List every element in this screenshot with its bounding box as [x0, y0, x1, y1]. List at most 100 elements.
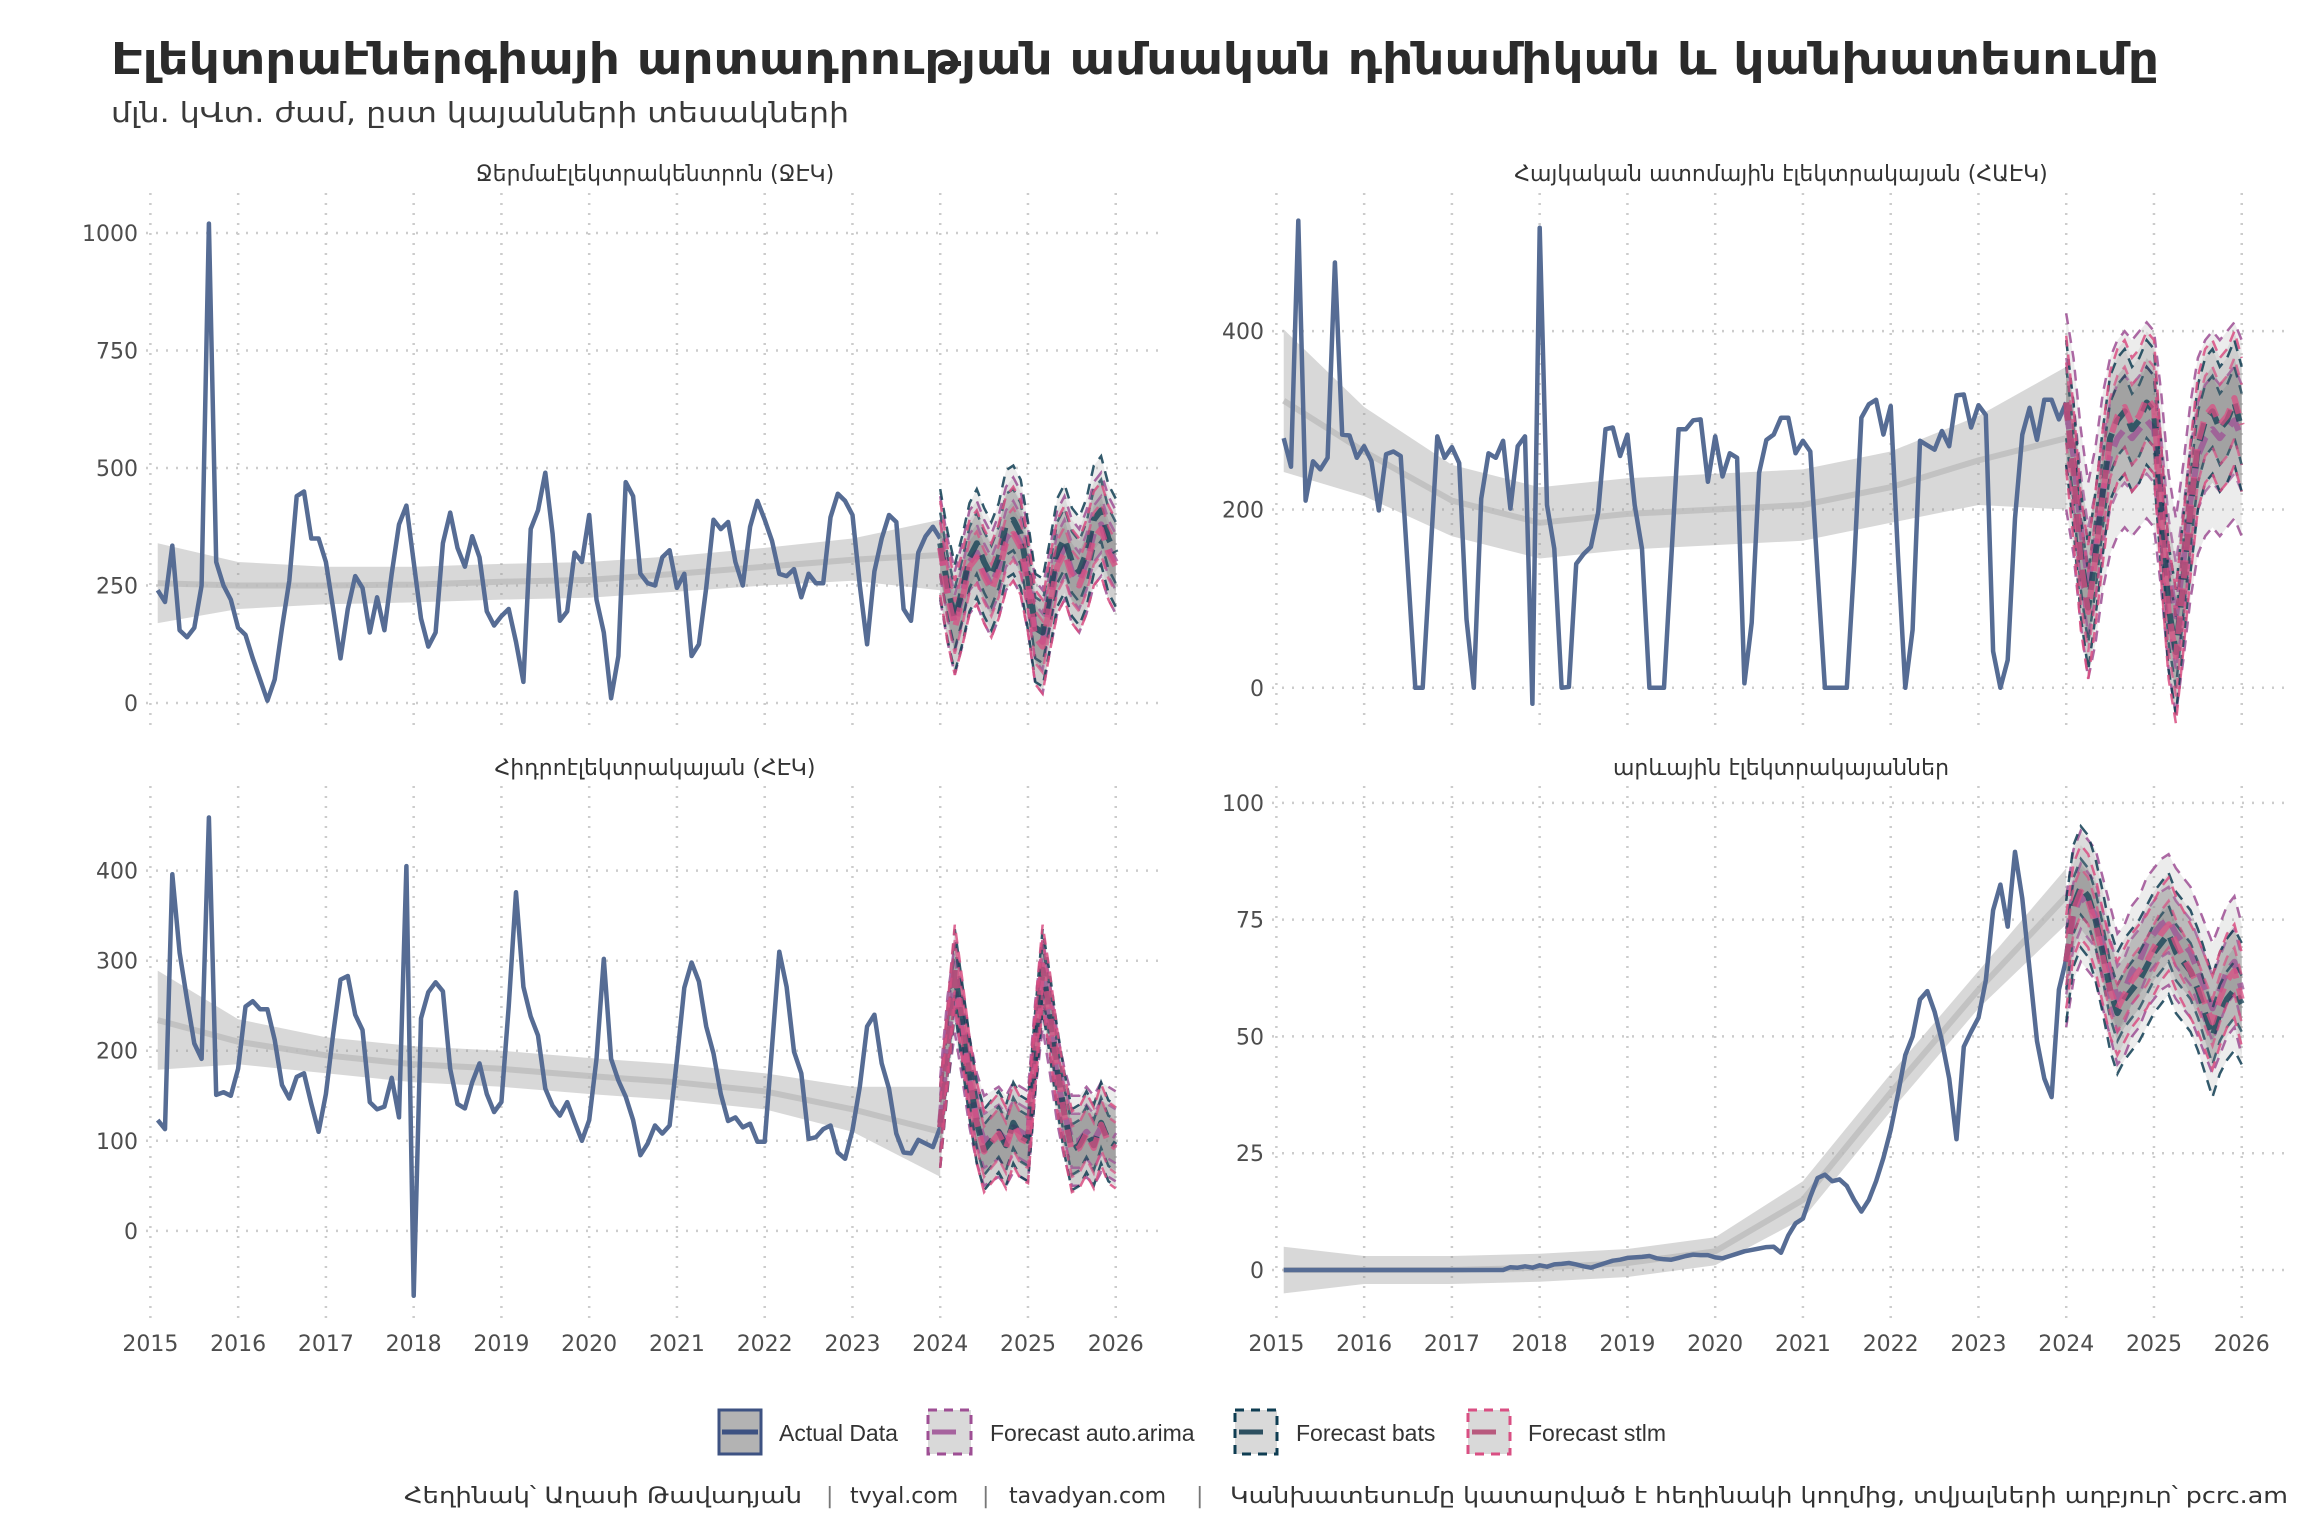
forecast-bats-bound-line — [2064, 362, 2243, 617]
forecast-bats-mean-line — [937, 507, 1119, 636]
forecast-stlm-bound-line — [938, 552, 1117, 676]
trend-confidence-band — [1283, 868, 2067, 1294]
legend-item-auto-arima: Forecast auto.arima — [926, 1408, 1195, 1456]
panel-hpp: 0 100 200 300 400 2015 2016 2017 2018 2019 2020 202… — [96, 786, 1164, 1357]
x-tick-label: 2022 — [737, 1332, 793, 1357]
forecast-stlm-bound-line — [2064, 327, 2243, 590]
forecast-bats-bound-line — [2064, 461, 2243, 715]
caption-site-tvyal: tvyal.com — [850, 1484, 958, 1509]
legend-item-actual: Actual Data — [717, 1408, 898, 1456]
x-tick-label: 2016 — [210, 1332, 266, 1357]
y-tick-label: 500 — [96, 457, 138, 482]
panel-npp: 0 200 400 — [1222, 193, 2290, 727]
forecast-bats-mean-line — [937, 966, 1118, 1153]
caption-separator: | — [826, 1484, 833, 1509]
x-tick-label: 2026 — [1088, 1332, 1144, 1357]
legend: Actual Data Forecast auto.arima Forecast… — [717, 1408, 1666, 1456]
caption-separator: | — [1196, 1484, 1203, 1509]
x-tick-label: 2025 — [1000, 1332, 1056, 1357]
forecast-stlm-bound-line — [938, 990, 1117, 1180]
facet-title-npp: Հայկական ատոմային էլեկտրակայան (ՀԱԷԿ) — [1514, 162, 2048, 187]
forecast-auto-arima-bound-line — [2064, 959, 2243, 1078]
trend-line — [157, 552, 941, 589]
forecast-auto-arima-bound-line — [938, 1028, 1117, 1189]
legend-label-stlm: Forecast stlm — [1528, 1420, 1666, 1446]
x-tick-label: 2026 — [2214, 1332, 2270, 1357]
forecast-bats-bound-line — [938, 453, 1117, 581]
forecast-stlm-mean-line — [937, 526, 1119, 650]
facet-title-tpp: Ջերմաէլեկտրակենտրոն (ՋԷԿ) — [476, 162, 834, 187]
trend-line — [1282, 398, 2067, 526]
y-tick-label: 75 — [1236, 909, 1264, 934]
x-tick-label: 2022 — [1863, 1332, 1919, 1357]
y-tick-label: 1000 — [82, 222, 138, 247]
forecast-bats-bound-line — [2064, 336, 2243, 590]
forecast-auto-arima-bound-line — [2064, 926, 2243, 1045]
facet-title-solar: արևային էլեկտրակայաններ — [1613, 756, 1949, 781]
forecast-bats-bound-line — [938, 538, 1117, 666]
actual-data-line — [1283, 849, 2069, 1273]
x-tick-label: 2019 — [473, 1332, 529, 1357]
forecast-stlm-bound-line — [2064, 842, 2243, 980]
x-tick-label: 2025 — [2126, 1332, 2182, 1357]
forecast-stlm-bound-line — [2064, 434, 2243, 697]
y-tick-label: 200 — [1222, 498, 1264, 523]
panel-solar: 0 25 50 75 100 2015 2016 2017 2018 2019 2020 2021 20… — [1222, 786, 2290, 1357]
legend-item-bats: Forecast bats — [1233, 1408, 1435, 1456]
caption-note: Կանխատեսումը կատարված է հեղինակի կողմից,… — [1230, 1484, 2288, 1509]
x-tick-label: 2021 — [649, 1332, 705, 1357]
forecast-stlm-bound-line — [938, 500, 1117, 624]
chart-title: Էլեկտրաէներգիայի արտադրության ամսական դի… — [111, 34, 2159, 85]
actual-data-line — [155, 815, 943, 1298]
legend-label-actual: Actual Data — [779, 1420, 898, 1446]
y-tick-label: 300 — [96, 950, 138, 975]
forecast-stlm-mean-line — [2063, 888, 2245, 1026]
forecast-stlm-bound-line — [2064, 935, 2243, 1073]
forecast-bats-band-95 — [2066, 826, 2242, 1098]
forecast-stlm-bound-line — [938, 479, 1117, 603]
x-tick-label: 2023 — [1950, 1332, 2006, 1357]
forecast-auto-arima-bound-line — [938, 493, 1117, 617]
x-tick-label: 2016 — [1336, 1332, 1392, 1357]
panel-tpp: 0 250 500 750 1000 — [82, 193, 1164, 727]
forecast-auto-arima-bound-line — [2064, 828, 2243, 947]
y-tick-label: 100 — [1222, 792, 1264, 817]
chart-subtitle: մլն. կՎտ. ժամ, ըստ կայանների տեսակների — [111, 96, 849, 129]
facet-title-hpp: Հիդրոէլեկտրակայան (ՀԷԿ) — [495, 756, 816, 781]
y-tick-label: 0 — [124, 692, 138, 717]
y-tick-label: 0 — [1250, 1259, 1264, 1284]
forecast-auto-arima-bound-line — [938, 470, 1117, 594]
y-tick-label: 400 — [96, 860, 138, 885]
forecast-stlm-mean-line — [2063, 395, 2245, 660]
x-tick-label: 2017 — [1424, 1332, 1480, 1357]
y-tick-label: 50 — [1236, 1025, 1264, 1050]
forecast-stlm-bound-line — [2064, 354, 2243, 617]
y-tick-label: 200 — [96, 1040, 138, 1065]
forecast-stlm-bound-line — [2064, 912, 2243, 1050]
x-tick-label: 2017 — [298, 1332, 354, 1357]
y-tick-label: 750 — [96, 339, 138, 364]
forecast-auto-arima-mean-line — [937, 521, 1119, 645]
y-tick-label: 0 — [124, 1220, 138, 1245]
x-tick-label: 2015 — [122, 1332, 178, 1357]
x-tick-label: 2020 — [1687, 1332, 1743, 1357]
x-tick-label: 2020 — [561, 1332, 617, 1357]
x-tick-label: 2018 — [386, 1332, 442, 1357]
forecast-stlm-bound-line — [2064, 865, 2243, 1003]
y-tick-label: 100 — [96, 1130, 138, 1155]
legend-label-bats: Forecast bats — [1296, 1420, 1435, 1446]
y-tick-label: 250 — [96, 575, 138, 600]
caption-author: Հեղինակ՝ Աղասի Թավադյան — [404, 1484, 802, 1509]
legend-label-auto-arima: Forecast auto.arima — [990, 1420, 1195, 1446]
x-tick-label: 2019 — [1599, 1332, 1655, 1357]
x-tick-label: 2018 — [1512, 1332, 1568, 1357]
caption: Հեղինակ՝ Աղասի Թավադյան | tvyal.com | ta… — [404, 1484, 2288, 1509]
x-tick-label: 2023 — [824, 1332, 880, 1357]
y-tick-label: 400 — [1222, 320, 1264, 345]
y-tick-label: 0 — [1250, 677, 1264, 702]
x-tick-label: 2015 — [1248, 1332, 1304, 1357]
x-tick-label: 2024 — [912, 1332, 968, 1357]
